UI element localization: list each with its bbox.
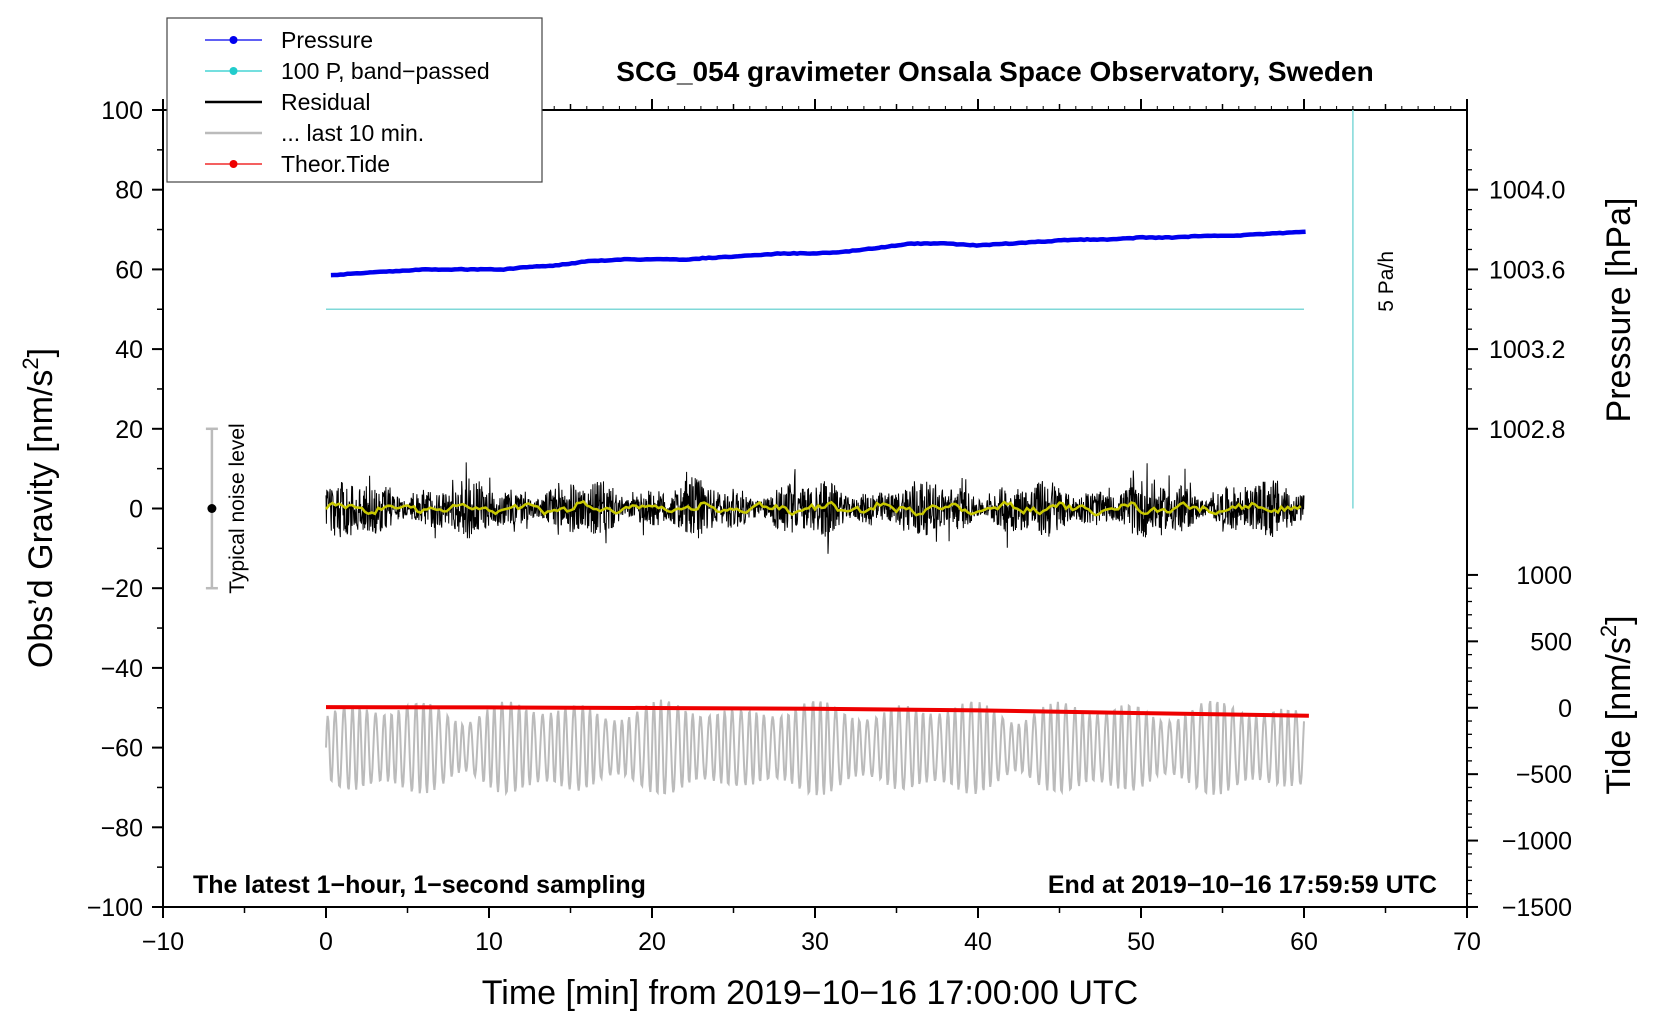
y-axis-pressure-title: Pressure [hPa]	[1600, 198, 1638, 423]
tide-title-end: ]	[1600, 615, 1638, 624]
y-tick-label: −80	[101, 814, 143, 842]
x-tick-label: 0	[319, 928, 333, 956]
x-tick-label: 10	[475, 928, 503, 956]
x-tick-label: 40	[964, 928, 992, 956]
series-smoothed-residual	[325, 499, 1302, 517]
y-tick-label: 40	[115, 336, 143, 364]
tide-title-sup: 2	[1596, 625, 1621, 637]
tide-title-base: Tide [nm/s	[1600, 637, 1638, 794]
y-tick-label: 60	[115, 256, 143, 284]
tide-tick-label: −1500	[1502, 894, 1572, 922]
x-axis: −10 0 10 20 30 40 50 60 70	[142, 99, 1481, 956]
y-left-title-end: ]	[22, 348, 60, 357]
pressure-tick-label: 1002.8	[1489, 416, 1565, 444]
legend-marker	[229, 36, 238, 44]
y-tick-label: −60	[101, 735, 143, 763]
legend-marker	[229, 67, 238, 75]
series-residual	[325, 462, 1305, 554]
pressure-tick-label: 1004.0	[1489, 177, 1565, 205]
extras-layer: Typical noise level 5 Pa/h	[205, 110, 1398, 594]
rate-scale-label: 5 Pa/h	[1375, 251, 1398, 312]
legend-marker	[229, 160, 238, 168]
x-tick-label: 70	[1453, 928, 1481, 956]
x-tick-label: 50	[1127, 928, 1155, 956]
tide-tick-label: 1000	[1516, 562, 1572, 590]
x-tick-label: 60	[1290, 928, 1318, 956]
legend-label: ... last 10 min.	[281, 120, 424, 146]
y-tick-label: 80	[115, 177, 143, 205]
y-tick-label: −40	[101, 655, 143, 683]
tide-tick-label: 0	[1558, 695, 1572, 723]
x-tick-label: 30	[801, 928, 829, 956]
chart-title: SCG_054 gravimeter Onsala Space Observat…	[616, 56, 1373, 87]
y-axis-tide-title: Tide [nm/s2]	[1596, 615, 1638, 794]
y-tick-label: 0	[129, 496, 143, 524]
pressure-tick-label: 1003.6	[1489, 256, 1565, 284]
legend: Pressure 100 P, band−passed Residual ... la…	[166, 17, 543, 183]
x-tick-label: −10	[142, 928, 184, 956]
y-axis-tide: −1500 −1000 −500 0 500 1000	[1467, 562, 1572, 922]
pressure-tick-label: 1003.2	[1489, 336, 1565, 364]
y-left-title-base: Obs’d Gravity [nm/s	[22, 370, 60, 669]
legend-label: 100 P, band−passed	[281, 58, 490, 84]
legend-label: Residual	[281, 89, 371, 115]
annotation-sampling: The latest 1−hour, 1−second sampling	[193, 871, 646, 899]
legend-label: Pressure	[281, 27, 373, 53]
legend-box	[166, 17, 543, 183]
noise-label: Typical noise level	[226, 423, 249, 593]
tide-tick-label: 500	[1530, 628, 1572, 656]
series-pressure	[330, 229, 1306, 278]
legend-label: Theor.Tide	[281, 151, 390, 177]
y-axis-pressure: 1002.8 1003.2 1003.6 1004.0	[1467, 149, 1565, 444]
series-theor-tide	[325, 705, 1309, 718]
y-tick-label: −20	[101, 575, 143, 603]
y-tick-label: 100	[101, 97, 143, 125]
y-axis-left-title: Obs’d Gravity [nm/s2]	[18, 348, 60, 668]
tide-tick-label: −1000	[1502, 828, 1572, 856]
x-axis-title: Time [min] from 2019−10−16 17:00:00 UTC	[482, 974, 1138, 1012]
noise-bar-center	[207, 504, 217, 513]
y-tick-label: 20	[115, 416, 143, 444]
series-layer	[325, 229, 1309, 797]
x-tick-label: 20	[638, 928, 666, 956]
series-last-10-min	[325, 699, 1305, 797]
y-axis-left: −100 −80 −60 −40 −20 0 20 40 60 80 100	[87, 97, 163, 922]
y-tick-label: −100	[87, 894, 143, 922]
annotation-end-time: End at 2019−10−16 17:59:59 UTC	[1048, 871, 1437, 899]
y-left-title-sup: 2	[18, 357, 43, 369]
tide-tick-label: −500	[1516, 761, 1572, 789]
